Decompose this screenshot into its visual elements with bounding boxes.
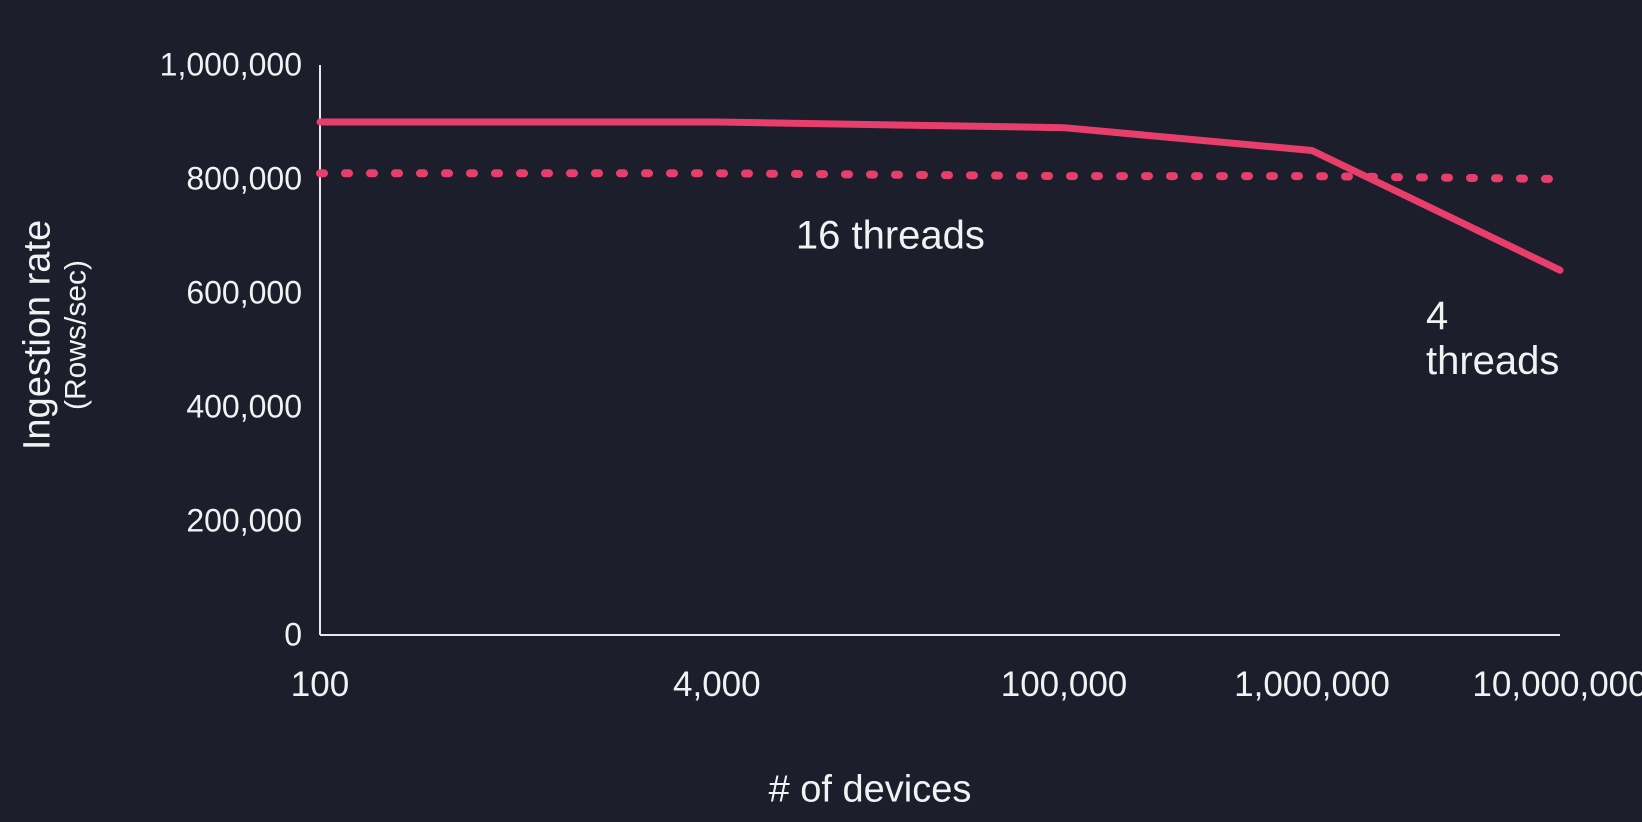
series-label: 16 threads [796, 214, 985, 259]
y-axis-label-sub: (Rows/sec) [60, 220, 94, 450]
y-tick-label: 600,000 [186, 275, 302, 312]
ingestion-chart: { "chart": { "type": "line", "background… [0, 0, 1642, 822]
y-axis-label-main: Ingestion rate [17, 220, 60, 450]
x-tick-label: 100 [291, 665, 349, 705]
x-tick-label: 4,000 [673, 665, 761, 705]
y-tick-label: 200,000 [186, 503, 302, 540]
x-tick-label: 100,000 [1001, 665, 1128, 705]
y-axis-label: Ingestion rate (Rows/sec) [17, 220, 94, 450]
series-line [320, 173, 1560, 179]
y-tick-label: 0 [284, 617, 302, 654]
series-label: 4 threads [1426, 294, 1570, 384]
y-tick-label: 800,000 [186, 161, 302, 198]
y-tick-label: 400,000 [186, 389, 302, 426]
x-axis-label: # of devices [769, 769, 972, 812]
x-tick-label: 10,000,000 [1472, 665, 1642, 705]
x-tick-label: 1,000,000 [1234, 665, 1390, 705]
y-tick-label: 1,000,000 [160, 47, 302, 84]
